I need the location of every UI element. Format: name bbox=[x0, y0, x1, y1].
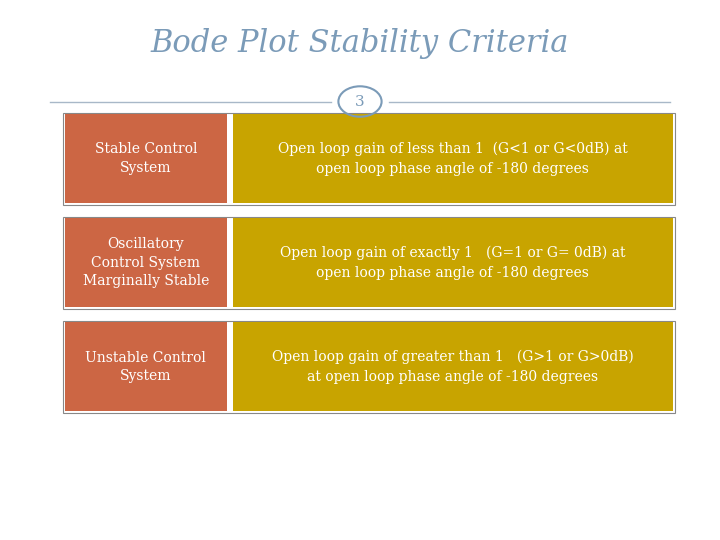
FancyBboxPatch shape bbox=[233, 114, 673, 203]
Text: Oscillatory
Control System
Marginally Stable: Oscillatory Control System Marginally St… bbox=[83, 237, 209, 288]
Text: 3: 3 bbox=[355, 94, 365, 109]
Text: Unstable Control
System: Unstable Control System bbox=[86, 350, 206, 383]
FancyBboxPatch shape bbox=[233, 218, 673, 307]
Text: lesson22et438a.pptx: lesson22et438a.pptx bbox=[9, 521, 118, 530]
FancyBboxPatch shape bbox=[65, 114, 227, 203]
FancyBboxPatch shape bbox=[233, 322, 673, 411]
Text: Stable Control
System: Stable Control System bbox=[94, 143, 197, 175]
Text: Open loop gain of greater than 1   (G>1 or G>0dB)
at open loop phase angle of -1: Open loop gain of greater than 1 (G>1 or… bbox=[272, 350, 634, 384]
Text: Open loop gain of exactly 1   (G=1 or G= 0dB) at
open loop phase angle of -180 d: Open loop gain of exactly 1 (G=1 or G= 0… bbox=[280, 246, 626, 280]
Text: Open loop gain of less than 1  (G<1 or G<0dB) at
open loop phase angle of -180 d: Open loop gain of less than 1 (G<1 or G<… bbox=[278, 141, 628, 176]
FancyBboxPatch shape bbox=[65, 322, 227, 411]
FancyBboxPatch shape bbox=[65, 218, 227, 307]
Text: Bode Plot Stability Criteria: Bode Plot Stability Criteria bbox=[150, 28, 570, 59]
